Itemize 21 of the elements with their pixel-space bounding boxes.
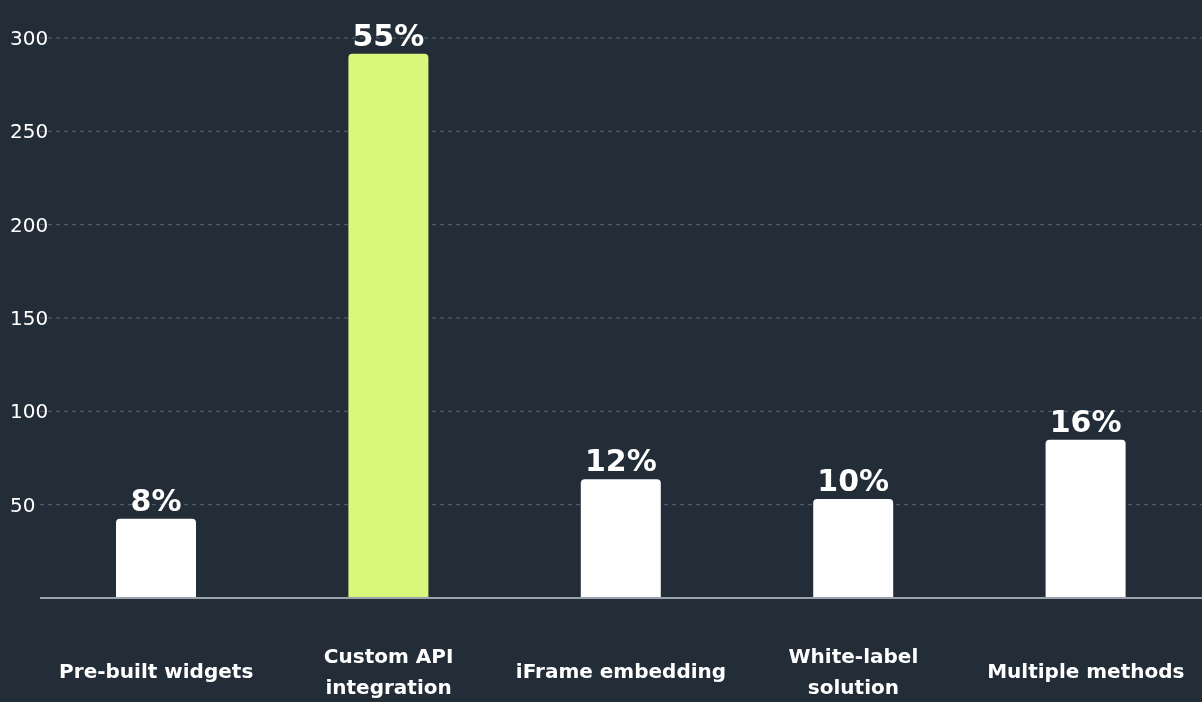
x-tick-label: Custom API integration <box>323 643 454 699</box>
data-label: 12% <box>584 443 657 479</box>
y-tick-label: 300 <box>10 26 49 50</box>
bar <box>1045 439 1126 598</box>
data-label: 16% <box>1049 403 1122 439</box>
x-tick-label: White-label solution <box>788 643 919 699</box>
data-label: 55% <box>352 17 425 53</box>
bar <box>813 499 894 598</box>
data-label: 10% <box>817 463 890 499</box>
bar <box>116 518 196 598</box>
bar <box>348 53 429 598</box>
x-tick-label: Multiple methods <box>987 659 1185 683</box>
y-tick-label: 150 <box>10 306 49 330</box>
x-tick-label: iFrame embedding <box>515 659 727 683</box>
y-tick-label: 100 <box>10 399 49 424</box>
y-tick-label: 250 <box>10 119 49 144</box>
data-label: 8% <box>130 482 182 518</box>
y-tick-label: 200 <box>10 212 49 237</box>
y-tick-label: 50 <box>10 492 36 517</box>
x-tick-label: Pre-built widgets <box>59 659 254 683</box>
bar <box>580 479 661 598</box>
